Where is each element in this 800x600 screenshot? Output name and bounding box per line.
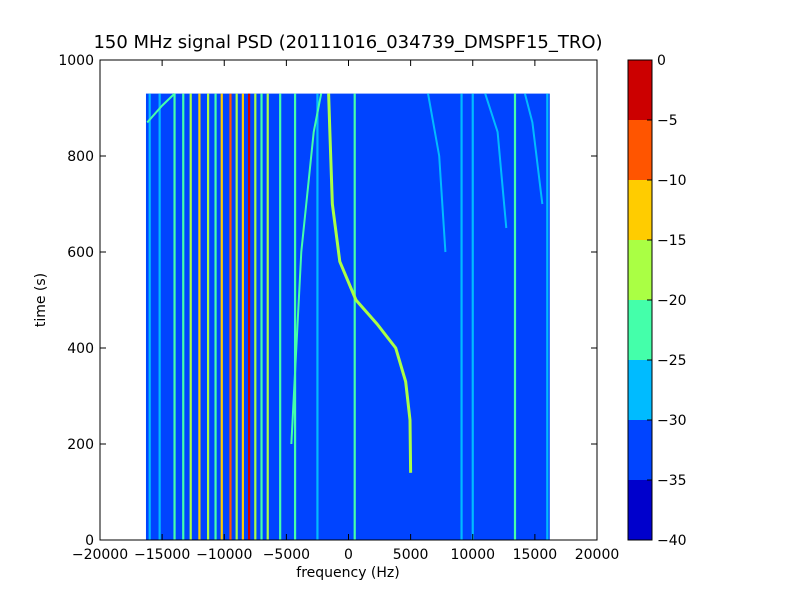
chart-title: 150 MHz signal PSD (20111016_034739_DMSP… bbox=[93, 32, 602, 53]
colorbar-band bbox=[628, 180, 652, 240]
faint-track-2 bbox=[427, 93, 447, 253]
colorbar-tick-label: −30 bbox=[657, 413, 687, 429]
colorbar-tick-label: −25 bbox=[657, 353, 687, 369]
colorbar-tick-label: −15 bbox=[657, 233, 687, 249]
colorbar-tick-label: −10 bbox=[657, 173, 687, 189]
colorbar-band bbox=[628, 60, 652, 120]
colorbar-band bbox=[628, 480, 652, 540]
faint-track-4 bbox=[523, 93, 544, 205]
x-axis-label: frequency (Hz) bbox=[296, 565, 399, 581]
colorbar-band bbox=[628, 120, 652, 180]
faint-track-0 bbox=[146, 92, 176, 124]
colorbar-band bbox=[628, 420, 652, 480]
x-tick-label: −20000 bbox=[72, 547, 128, 563]
y-tick-label: 1000 bbox=[58, 53, 94, 69]
x-tick-label: 0 bbox=[344, 547, 353, 563]
x-tick-label: −15000 bbox=[134, 547, 190, 563]
x-tick-label: 15000 bbox=[513, 547, 558, 563]
x-axis: −20000 −15000 −10000 −5000 0 5000 10000 15000 20… bbox=[72, 60, 619, 563]
x-tick-label: −10000 bbox=[196, 547, 252, 563]
colorbar: −40 −35 −30 −25 −20 −15 −10 −5 0 bbox=[627, 53, 687, 549]
colorbar-band bbox=[628, 360, 652, 420]
colorbar-band bbox=[628, 300, 652, 360]
faint-track-3 bbox=[484, 93, 508, 229]
colorbar-band bbox=[628, 240, 652, 300]
y-tick-label: 0 bbox=[85, 533, 94, 549]
spectrogram-image bbox=[145, 92, 550, 540]
y-tick-label: 400 bbox=[67, 341, 94, 357]
y-axis-label: time (s) bbox=[33, 273, 49, 327]
faint-track-1 bbox=[290, 93, 323, 445]
x-tick-label: 20000 bbox=[575, 547, 620, 563]
y-tick-label: 800 bbox=[67, 149, 94, 165]
x-tick-label: 5000 bbox=[393, 547, 429, 563]
colorbar-tick-label: 0 bbox=[657, 53, 666, 69]
colorbar-tick-label: −35 bbox=[657, 473, 687, 489]
heatmap-background bbox=[145, 93, 550, 540]
x-tick-label: −5000 bbox=[263, 547, 310, 563]
y-axis: 0 200 400 600 800 1000 bbox=[58, 53, 597, 549]
doppler-track bbox=[327, 93, 413, 473]
colorbar-tick-label: −20 bbox=[657, 293, 687, 309]
colorbar-tick-label: −5 bbox=[657, 113, 678, 129]
x-tick-label: 10000 bbox=[450, 547, 495, 563]
y-tick-label: 600 bbox=[67, 245, 94, 261]
y-tick-label: 200 bbox=[67, 437, 94, 453]
colorbar-tick-label: −40 bbox=[657, 533, 687, 549]
